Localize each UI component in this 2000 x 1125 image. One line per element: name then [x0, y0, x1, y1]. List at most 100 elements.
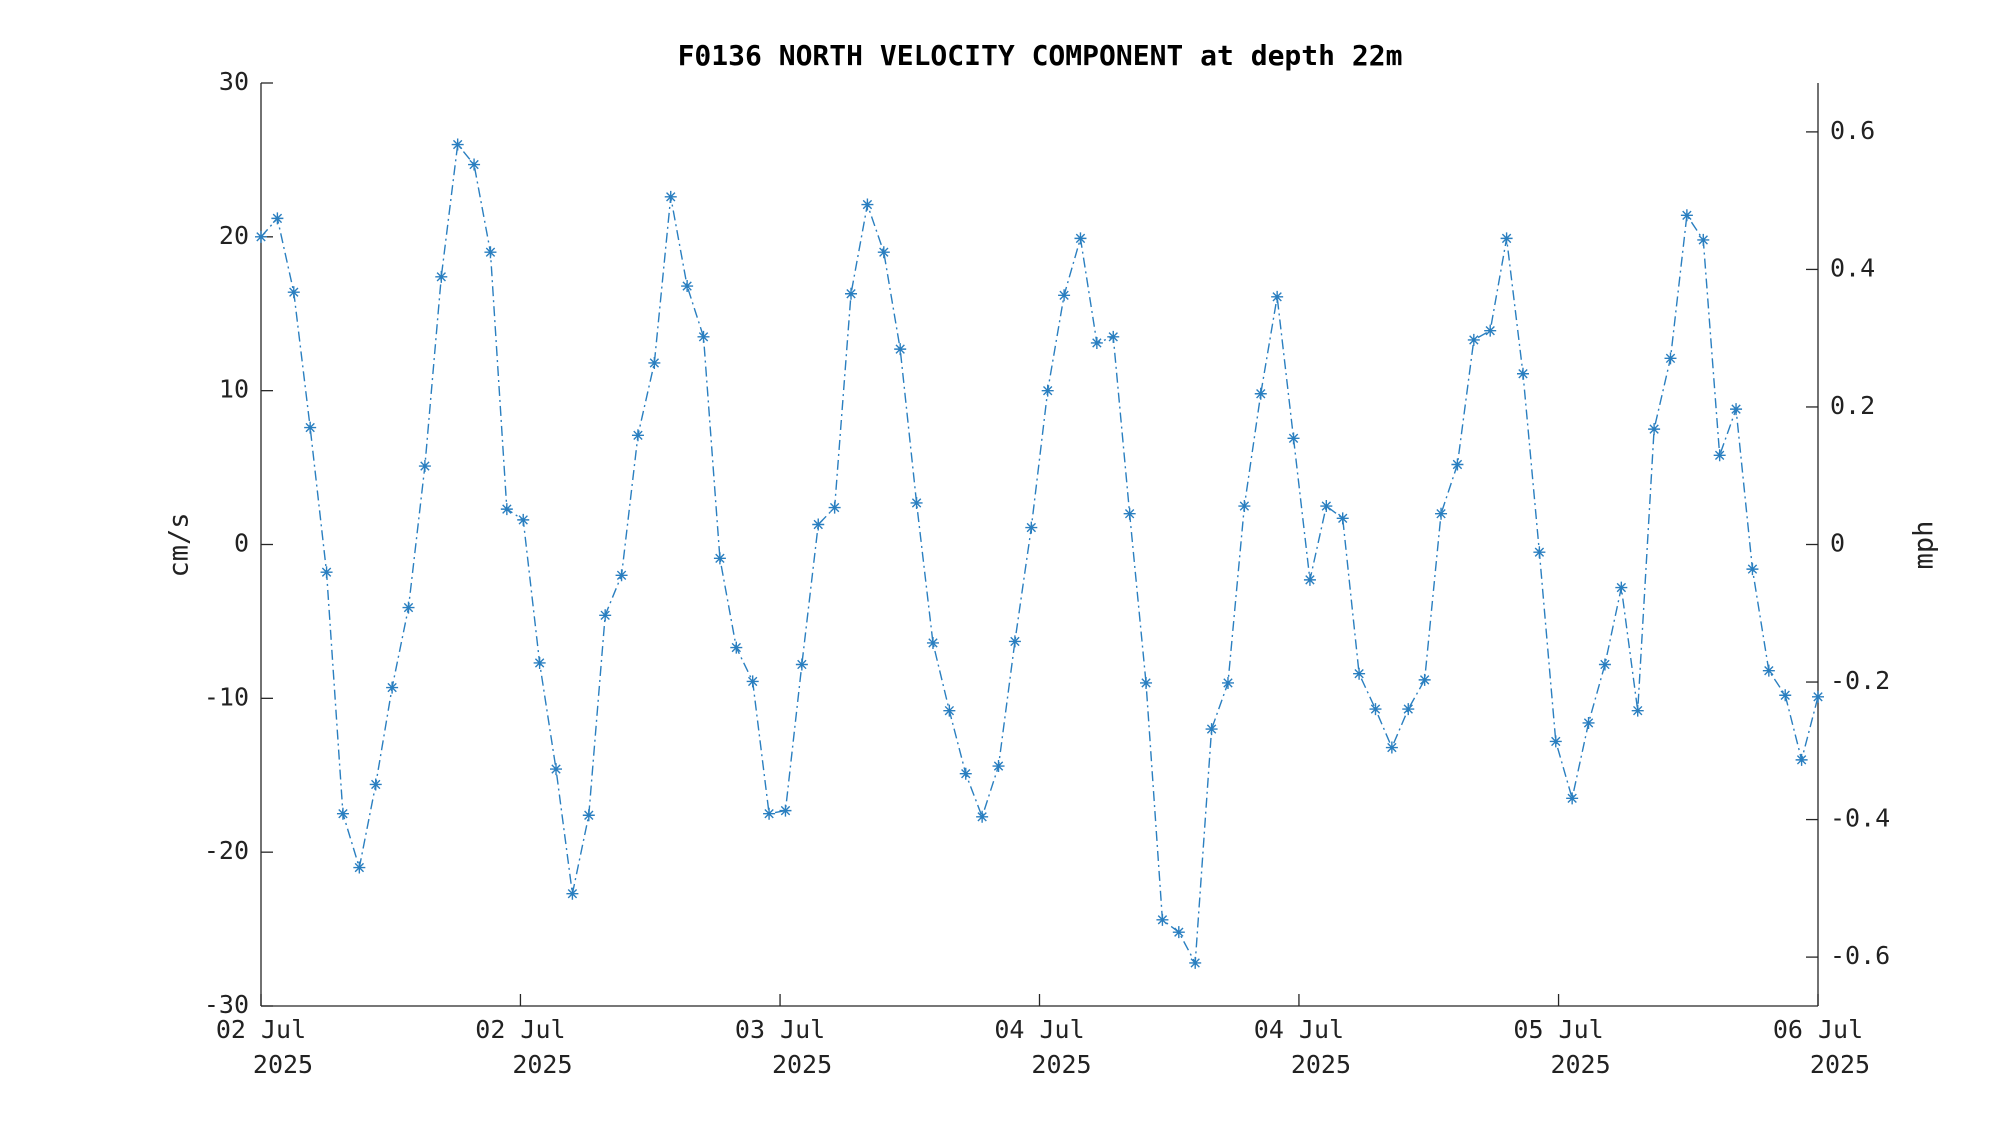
marker	[713, 552, 726, 565]
marker	[631, 429, 644, 442]
marker	[1451, 458, 1464, 471]
y-tick-label: 30	[219, 67, 249, 96]
x-tick-label: 02 Jul	[216, 1015, 306, 1044]
marker	[1779, 689, 1792, 702]
marker	[1353, 667, 1366, 680]
x-tick-label: 2025	[512, 1050, 572, 1079]
marker	[1172, 926, 1185, 939]
marker	[1156, 913, 1169, 926]
marker	[582, 809, 595, 822]
marker	[1631, 704, 1644, 717]
x-tick-label: 06 Jul	[1773, 1015, 1863, 1044]
marker	[517, 513, 530, 526]
marker	[1271, 290, 1284, 303]
marker	[336, 807, 349, 820]
marker	[1074, 232, 1087, 245]
series-line	[260, 142, 1819, 966]
x-tick-label: 04 Jul	[994, 1015, 1084, 1044]
marker	[1582, 716, 1595, 729]
marker	[828, 501, 841, 514]
marker	[1549, 735, 1562, 748]
x-tick-label: 2025	[1810, 1050, 1870, 1079]
x-tick-label: 2025	[1031, 1050, 1091, 1079]
marker	[959, 767, 972, 780]
marker	[1566, 792, 1579, 805]
marker	[1090, 336, 1103, 349]
marker	[1369, 703, 1382, 716]
marker	[1205, 723, 1218, 736]
marker	[795, 658, 808, 671]
marker	[320, 566, 333, 579]
marker	[1615, 581, 1628, 594]
y2-tick-label: -0.6	[1830, 941, 1890, 970]
marker	[763, 807, 776, 820]
marker	[1680, 209, 1693, 222]
marker	[877, 246, 890, 259]
marker	[1123, 507, 1136, 520]
marker	[943, 704, 956, 717]
y-tick-label: -20	[204, 836, 249, 865]
marker	[1238, 500, 1251, 513]
x-tick-label: 05 Jul	[1513, 1015, 1603, 1044]
marker	[1812, 690, 1824, 703]
marker	[353, 861, 366, 874]
marker	[1221, 676, 1234, 689]
marker	[369, 778, 382, 791]
marker	[861, 198, 874, 211]
marker	[1041, 384, 1054, 397]
marker	[451, 138, 464, 151]
marker	[1795, 753, 1808, 766]
marker	[1746, 563, 1759, 576]
marker	[1648, 423, 1661, 436]
y-tick-label: 20	[219, 221, 249, 250]
marker	[271, 212, 284, 225]
marker	[1713, 449, 1726, 462]
x-tick-label: 2025	[1550, 1050, 1610, 1079]
marker	[1697, 233, 1710, 246]
marker	[894, 343, 907, 356]
marker	[500, 503, 513, 516]
marker	[1730, 403, 1743, 416]
marker	[550, 763, 563, 776]
x-tick-label: 04 Jul	[1254, 1015, 1344, 1044]
marker	[1303, 573, 1316, 586]
marker	[910, 496, 923, 509]
marker	[664, 190, 677, 203]
x-tick-label: 2025	[1291, 1050, 1351, 1079]
marker	[1287, 432, 1300, 445]
marker	[1025, 521, 1038, 534]
marker	[287, 286, 300, 299]
marker	[386, 681, 399, 694]
marker	[255, 230, 267, 243]
marker	[681, 280, 694, 293]
marker	[845, 287, 858, 300]
y2-tick-label: 0.2	[1830, 391, 1875, 420]
marker	[779, 804, 792, 817]
marker	[1385, 741, 1398, 754]
marker	[1484, 324, 1497, 337]
y2-axis-label: mph	[1909, 521, 1940, 570]
y2-tick-label: -0.2	[1830, 666, 1890, 695]
marker	[1058, 289, 1071, 302]
y-tick-label: -10	[204, 682, 249, 711]
marker	[1598, 658, 1611, 671]
marker	[484, 246, 497, 259]
chart-title: F0136 NORTH VELOCITY COMPONENT at depth …	[678, 39, 1403, 72]
y2-tick-label: -0.4	[1830, 804, 1890, 833]
y2-tick-label: 0	[1830, 529, 1845, 558]
marker	[615, 569, 628, 582]
y-tick-label: 0	[234, 529, 249, 558]
marker	[746, 675, 759, 688]
marker	[418, 460, 431, 473]
marker	[599, 609, 612, 622]
marker	[812, 518, 825, 531]
marker	[1402, 703, 1415, 716]
marker	[533, 656, 546, 669]
marker	[976, 810, 989, 823]
marker	[1189, 956, 1202, 969]
marker	[1435, 507, 1448, 520]
y-tick-label: -30	[204, 990, 249, 1019]
marker	[1008, 635, 1021, 648]
marker	[926, 636, 939, 649]
